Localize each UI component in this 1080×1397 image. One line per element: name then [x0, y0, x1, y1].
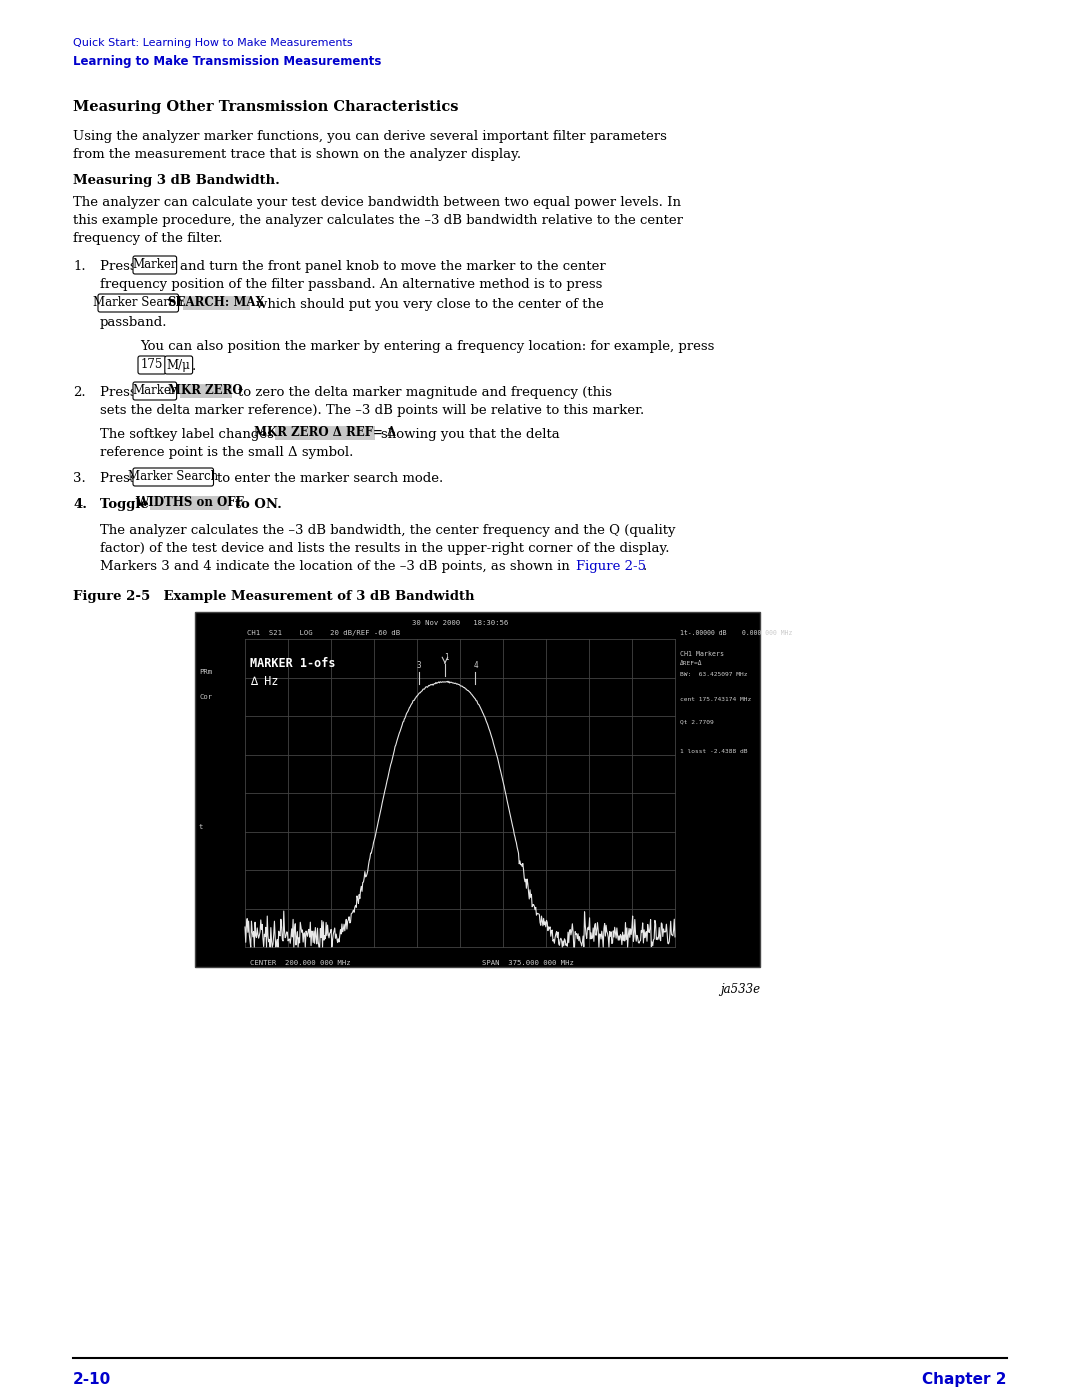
Text: Cor: Cor: [199, 694, 212, 700]
Bar: [183, 296, 251, 310]
Text: ∆ Hz: ∆ Hz: [249, 675, 279, 687]
Text: The analyzer can calculate your test device bandwidth between two equal power le: The analyzer can calculate your test dev…: [73, 196, 681, 210]
Text: Marker Search: Marker Search: [93, 296, 184, 310]
Text: Figure 2-5: Figure 2-5: [576, 560, 646, 573]
Text: 2.: 2.: [73, 386, 85, 400]
Text: The analyzer calculates the –3 dB bandwidth, the center frequency and the Q (qua: The analyzer calculates the –3 dB bandwi…: [100, 524, 675, 536]
Text: Press: Press: [100, 472, 140, 485]
Text: CH1 Markers: CH1 Markers: [680, 651, 724, 657]
FancyBboxPatch shape: [98, 293, 178, 312]
FancyBboxPatch shape: [133, 381, 177, 400]
Text: Chapter 2: Chapter 2: [922, 1372, 1007, 1387]
Text: factor) of the test device and lists the results in the upper-right corner of th: factor) of the test device and lists the…: [100, 542, 670, 555]
Text: to zero the delta marker magnitude and frequency (this: to zero the delta marker magnitude and f…: [238, 386, 611, 400]
Text: reference point is the small Δ symbol.: reference point is the small Δ symbol.: [100, 446, 353, 460]
Text: Press: Press: [100, 260, 140, 272]
Text: SEARCH: MAX: SEARCH: MAX: [168, 296, 265, 310]
Bar: [150, 496, 229, 510]
Text: Marker: Marker: [133, 258, 177, 271]
Text: t: t: [199, 824, 203, 830]
Text: The softkey label changes to: The softkey label changes to: [100, 427, 296, 441]
Text: You can also position the marker by entering a frequency location: for example, : You can also position the marker by ente…: [140, 339, 714, 353]
Text: MKR ZERO: MKR ZERO: [168, 384, 243, 398]
Text: Measuring Other Transmission Characteristics: Measuring Other Transmission Characteris…: [73, 101, 459, 115]
Text: Using the analyzer marker functions, you can derive several important filter par: Using the analyzer marker functions, you…: [73, 130, 666, 142]
Text: Markers 3 and 4 indicate the location of the –3 dB points, as shown in: Markers 3 and 4 indicate the location of…: [100, 560, 573, 573]
Text: Figure 2-5: Figure 2-5: [73, 590, 150, 604]
Text: Toggle: Toggle: [100, 497, 153, 511]
Text: 4.: 4.: [73, 497, 87, 511]
Text: ΔREF=Δ: ΔREF=Δ: [680, 661, 702, 666]
Text: frequency position of the filter passband. An alternative method is to press: frequency position of the filter passban…: [100, 278, 603, 291]
Bar: [179, 384, 232, 398]
FancyBboxPatch shape: [165, 356, 192, 374]
Text: MARKER 1-ofs: MARKER 1-ofs: [249, 657, 336, 671]
Text: sets the delta marker reference). The –3 dB points will be relative to this mark: sets the delta marker reference). The –3…: [100, 404, 645, 416]
Text: which should put you very close to the center of the: which should put you very close to the c…: [256, 298, 604, 312]
Text: showing you that the delta: showing you that the delta: [380, 427, 559, 441]
Text: 3: 3: [417, 661, 421, 671]
Text: to ON.: to ON.: [234, 497, 282, 511]
Text: CENTER  200.000 000 MHz: CENTER 200.000 000 MHz: [249, 960, 351, 965]
FancyBboxPatch shape: [133, 468, 214, 486]
FancyBboxPatch shape: [133, 256, 177, 274]
Text: SPAN  375.000 000 MHz: SPAN 375.000 000 MHz: [482, 960, 573, 965]
Bar: [275, 426, 375, 440]
Text: 30 Nov 2000   18:30:56: 30 Nov 2000 18:30:56: [411, 620, 508, 626]
Text: .: .: [643, 560, 647, 573]
Text: Example Measurement of 3 dB Bandwidth: Example Measurement of 3 dB Bandwidth: [145, 590, 474, 604]
Text: 1t-.00000 dB    0.000 000 MHz: 1t-.00000 dB 0.000 000 MHz: [680, 630, 793, 636]
Text: Qt 2.7709: Qt 2.7709: [680, 719, 714, 724]
Text: WIDTHS on OFF: WIDTHS on OFF: [135, 496, 244, 510]
Text: this example procedure, the analyzer calculates the –3 dB bandwidth relative to : this example procedure, the analyzer cal…: [73, 214, 683, 226]
Text: MKR ZERO Δ REF= Δ: MKR ZERO Δ REF= Δ: [254, 426, 396, 440]
Text: Measuring 3 dB Bandwidth.: Measuring 3 dB Bandwidth.: [73, 175, 280, 187]
Text: to enter the marker search mode.: to enter the marker search mode.: [216, 472, 443, 485]
Text: BW:  63.425097 MHz: BW: 63.425097 MHz: [680, 672, 747, 678]
Text: Learning to Make Transmission Measurements: Learning to Make Transmission Measuremen…: [73, 54, 381, 68]
Text: 1.: 1.: [73, 260, 85, 272]
Text: frequency of the filter.: frequency of the filter.: [73, 232, 222, 244]
Text: from the measurement trace that is shown on the analyzer display.: from the measurement trace that is shown…: [73, 148, 522, 161]
Text: ja533e: ja533e: [720, 983, 760, 996]
Text: .: .: [191, 360, 195, 373]
Text: PRm: PRm: [199, 669, 212, 675]
Text: CH1  S21    LOG    20 dB/REF -60 dB: CH1 S21 LOG 20 dB/REF -60 dB: [247, 630, 400, 636]
FancyBboxPatch shape: [138, 356, 166, 374]
Text: M/μ: M/μ: [166, 359, 190, 372]
Bar: [195, 612, 760, 967]
Text: 4: 4: [474, 661, 478, 671]
Text: 3.: 3.: [73, 472, 85, 485]
Text: cent 175.743174 MHz: cent 175.743174 MHz: [680, 697, 752, 703]
Text: 1 losst -2.4388 dB: 1 losst -2.4388 dB: [680, 749, 747, 754]
Text: passband.: passband.: [100, 316, 167, 330]
Text: 1: 1: [444, 652, 448, 662]
Text: Quick Start: Learning How to Make Measurements: Quick Start: Learning How to Make Measur…: [73, 38, 353, 47]
Bar: [245, 638, 675, 947]
Text: Marker: Marker: [133, 384, 177, 398]
Text: 2-10: 2-10: [73, 1372, 111, 1387]
Text: Press: Press: [100, 386, 140, 400]
Text: 175: 175: [140, 359, 163, 372]
Text: Marker Search: Marker Search: [129, 471, 218, 483]
Text: and turn the front panel knob to move the marker to the center: and turn the front panel knob to move th…: [179, 260, 606, 272]
